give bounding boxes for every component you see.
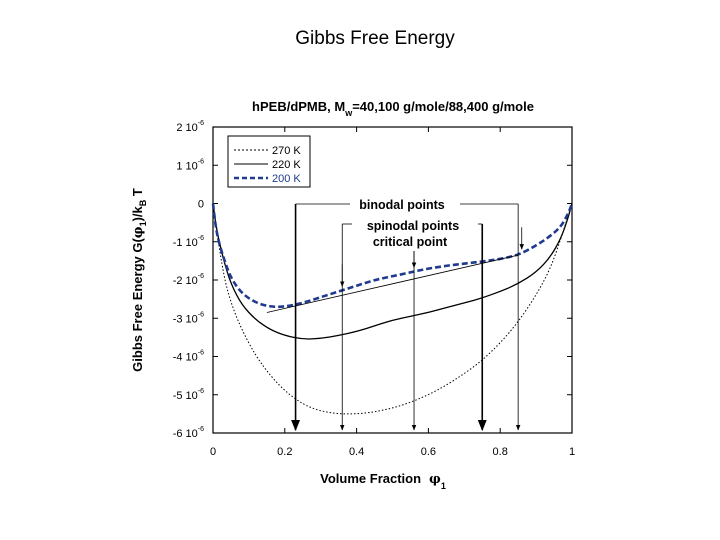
y-tick-label: -3 10-6	[173, 311, 204, 325]
series-common-tangent	[266, 254, 519, 313]
critical-label: critical point	[373, 235, 448, 249]
binodal-label-bg	[350, 196, 460, 213]
y-tick-label: -4 10-6	[173, 350, 204, 364]
y-tick-label: 0	[198, 199, 204, 211]
legend-label-270K: 270 K	[272, 145, 301, 157]
curves	[211, 203, 574, 415]
legend-label-220K: 220 K	[272, 159, 301, 171]
axis-ticks: 0 0.2 0.4 0.6 0.8 1 2 10-6 1 10-6 0 -1 10-6 -2 10-…	[173, 120, 575, 458]
legend-label-200K: 200 K	[272, 173, 301, 185]
y-tick-label: 1 10-6	[176, 158, 204, 172]
series-270-k	[212, 203, 573, 415]
y-tick-label: 2 10-6	[176, 120, 204, 134]
spinodal-label: spinodal points	[367, 219, 459, 233]
y-tick-label: -2 10-6	[173, 273, 204, 287]
x-tick-label: 1	[569, 446, 575, 458]
series-220-k	[212, 203, 573, 340]
legend-box	[227, 135, 311, 188]
x-axis-label: Volume Fraction φ1	[320, 471, 446, 491]
y-tick-label: -1 10-6	[173, 235, 204, 249]
x-tick-label: 0.6	[421, 446, 436, 458]
legend: 270 K 220 K 200 K	[227, 135, 311, 188]
series-200-k	[211, 203, 574, 309]
annotation-arrows	[291, 203, 524, 432]
x-tick-label: 0	[210, 446, 216, 458]
slide-title: Gibbs Free Energy	[295, 28, 455, 49]
y-tick-label: -6 10-6	[173, 426, 204, 440]
y-axis-label: Gibbs Free Energy G(φ1)/kB T	[130, 188, 148, 372]
x-tick-label: 0.2	[277, 446, 292, 458]
y-tick-label: -5 10-6	[173, 388, 204, 402]
spinodal-label-bg	[352, 217, 478, 251]
x-tick-label: 0.4	[349, 446, 364, 458]
binodal-label: binodal points	[359, 198, 444, 212]
x-tick-label: 0.8	[493, 446, 508, 458]
chart-title: hPEB/dPMB, Mw=40,100 g/mole/88,400 g/mol…	[252, 99, 534, 118]
